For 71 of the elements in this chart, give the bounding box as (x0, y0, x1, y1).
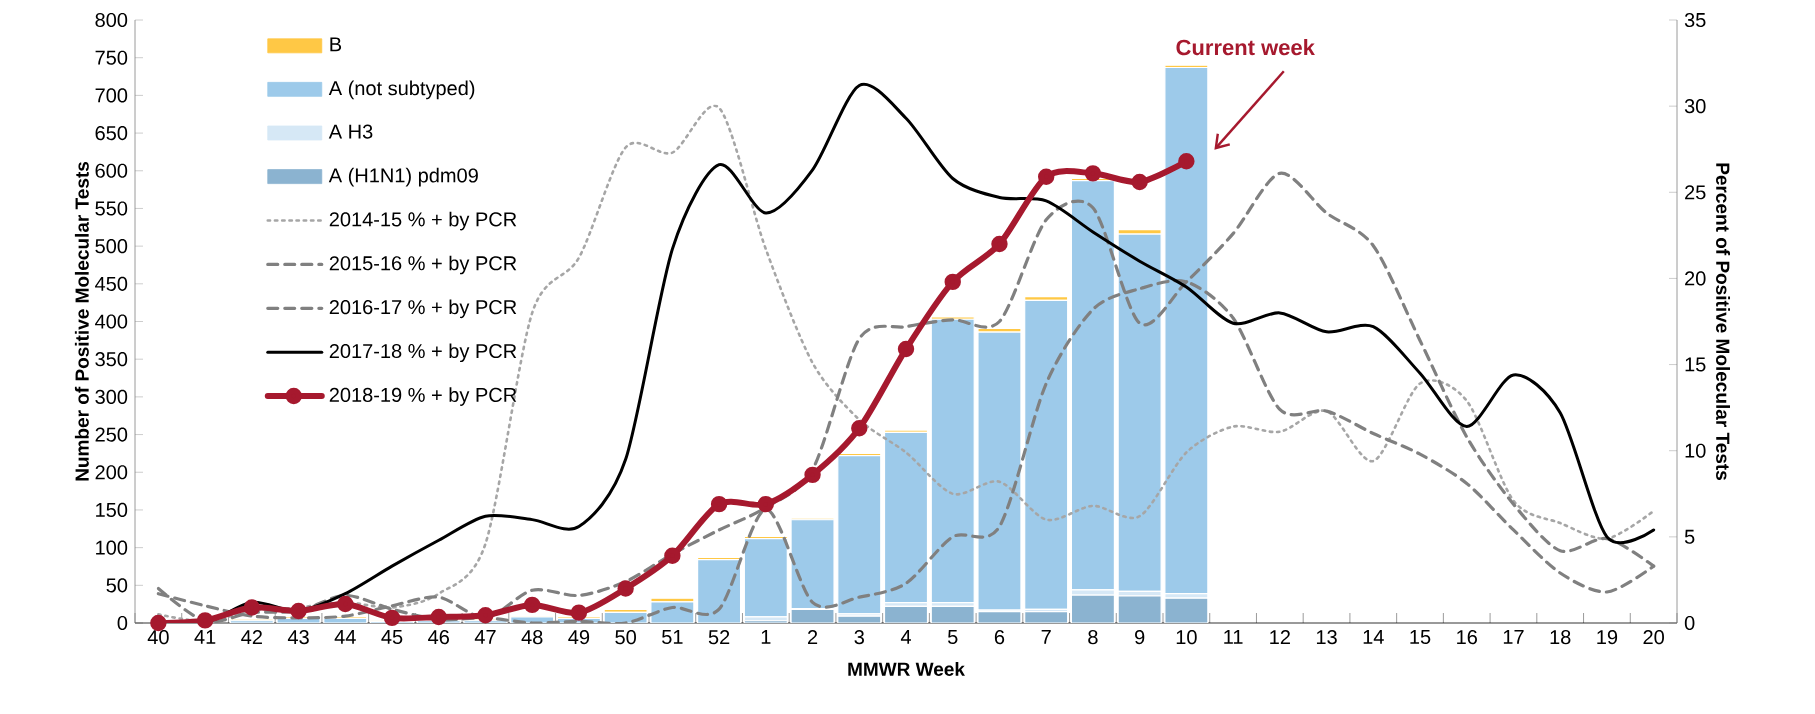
y2-tick-label: 5 (1684, 529, 1695, 544)
y-tick-label: 450 (95, 276, 128, 291)
y2-tick-label: 25 (1685, 185, 1706, 200)
y-tick-label: 800 (95, 12, 128, 28)
x-tick-label: 40 (147, 630, 169, 645)
x-axis-title: MMWR Week (848, 661, 965, 676)
legend-label: 2015-16 % + by PCR (329, 255, 517, 275)
x-tick-label: 48 (521, 630, 543, 645)
legend-label: 2018-19 % + by PCR (329, 387, 517, 406)
y-tick-label: 700 (95, 88, 128, 103)
x-tick-label: 1 (761, 630, 771, 644)
annotation: Current week (1176, 39, 1315, 56)
x-tick-label: 44 (334, 630, 356, 644)
x-tick-label: 50 (615, 630, 636, 645)
y-tick-label: 200 (95, 465, 128, 480)
y2-tick-label: 35 (1684, 12, 1706, 28)
y-tick-label: 750 (95, 50, 128, 65)
x-tick-label: 9 (1135, 630, 1145, 645)
x-tick-label: 41 (194, 630, 216, 644)
y-tick-label: 0 (117, 615, 128, 631)
y-tick-label: 400 (95, 314, 128, 329)
y2-tick-label: 0 (1684, 615, 1695, 631)
legend-label: B (330, 37, 342, 52)
x-tick-label: 2 (807, 630, 818, 645)
y-tick-label: 600 (95, 163, 128, 178)
x-tick-label: 49 (568, 630, 590, 645)
legend-label: A (H1N1) pdm09 (328, 167, 478, 187)
y-axis-title: Number of Positive Molecular Tests (74, 161, 89, 481)
x-tick-label: 51 (662, 630, 683, 645)
x-tick-label: 47 (474, 630, 496, 644)
x-tick-label: 3 (854, 630, 864, 645)
y2-tick-label: 20 (1685, 271, 1706, 286)
x-tick-label: 45 (381, 630, 403, 645)
y-tick-label: 50 (106, 578, 128, 593)
x-tick-label: 46 (428, 630, 449, 645)
y2-axis-title: Percent of Positive Molecular Tests (1716, 163, 1731, 480)
x-tick-label: 42 (241, 630, 262, 645)
y-tick-label: 250 (95, 427, 128, 442)
y-tick-label: 150 (96, 502, 128, 518)
legend-label: 2017-18 % + by PCR (329, 343, 517, 363)
x-tick-label: 43 (287, 630, 309, 645)
legend-label: 2016-17 % + by PCR (329, 299, 517, 319)
y2-tick-label: 30 (1684, 99, 1706, 114)
x-tick-label: 17 (1503, 630, 1524, 644)
legend-label: A H3 (328, 124, 373, 139)
x-tick-label: 12 (1270, 630, 1290, 645)
x-tick-label: 11 (1224, 630, 1243, 644)
y-tick-label: 550 (95, 201, 128, 216)
x-tick-label: 15 (1410, 630, 1431, 645)
x-tick-label: 10 (1176, 630, 1197, 645)
y2-tick-label: 10 (1685, 443, 1706, 458)
legend-label: 2014-15 % + by PCR (329, 211, 517, 231)
x-tick-label: 20 (1643, 630, 1664, 645)
x-tick-label: 5 (947, 630, 958, 645)
x-tick-label: 52 (708, 630, 730, 645)
x-tick-label: 7 (1041, 630, 1051, 644)
y-tick-label: 100 (96, 540, 128, 555)
y-tick-label: 500 (95, 239, 128, 254)
x-tick-label: 16 (1457, 630, 1477, 645)
x-tick-label: 19 (1597, 630, 1618, 645)
x-tick-label: 13 (1316, 630, 1337, 645)
x-tick-label: 18 (1550, 630, 1571, 645)
legend-label: A (not subtyped) (328, 80, 475, 100)
y-tick-label: 300 (95, 389, 128, 404)
y-tick-label: 650 (95, 126, 128, 141)
x-tick-label: 8 (1088, 630, 1098, 645)
y2-tick-label: 15 (1685, 357, 1706, 372)
x-tick-label: 4 (900, 630, 911, 644)
x-tick-label: 14 (1363, 630, 1384, 644)
y-tick-label: 350 (95, 352, 128, 367)
x-tick-label: 6 (994, 630, 1005, 645)
